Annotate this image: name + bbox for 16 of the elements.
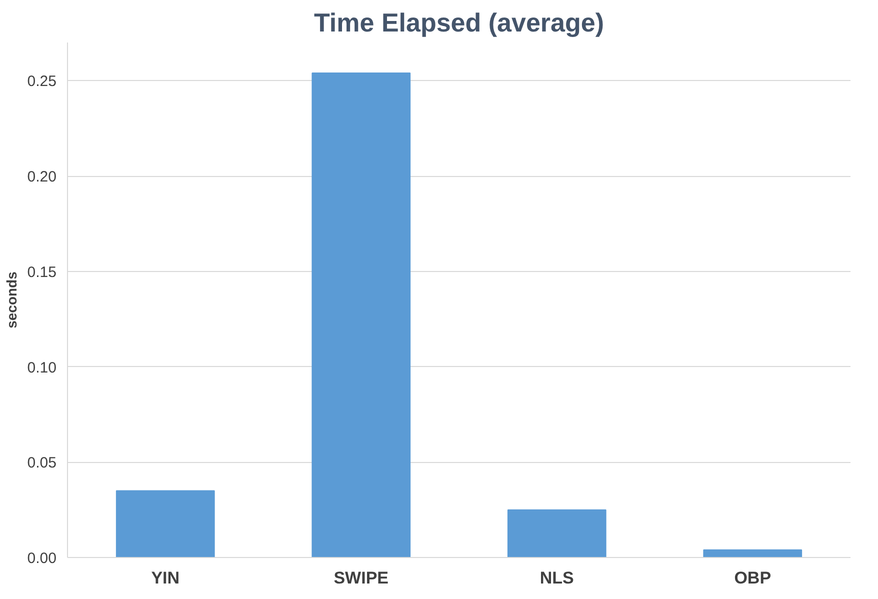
- x-tick-label: SWIPE: [334, 568, 389, 588]
- y-tick-label: 0.00: [27, 550, 57, 567]
- x-tick-label: OBP: [734, 568, 772, 588]
- y-tick-label: 0.25: [27, 73, 57, 90]
- x-tick-label: NLS: [540, 568, 574, 588]
- y-tick-label: 0.05: [27, 454, 57, 472]
- bar: [116, 490, 215, 558]
- bar: [312, 72, 411, 558]
- y-axis-title: seconds: [3, 271, 20, 328]
- bar: [507, 509, 606, 558]
- y-tick-label: 0.10: [27, 359, 57, 376]
- bar: [703, 549, 802, 558]
- y-tick-label: 0.20: [27, 168, 57, 186]
- y-tick-label: 0.15: [27, 264, 57, 281]
- chart-title: Time Elapsed (average): [314, 8, 604, 38]
- x-tick-label: YIN: [151, 568, 180, 588]
